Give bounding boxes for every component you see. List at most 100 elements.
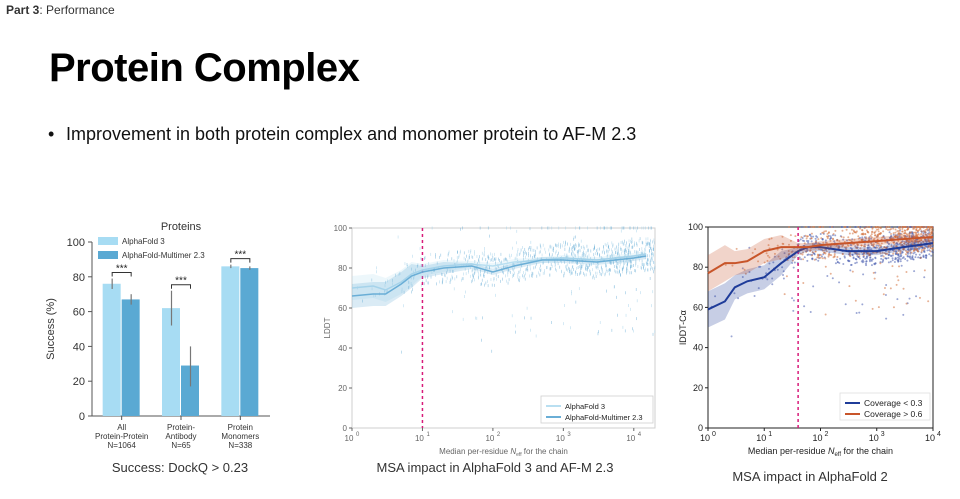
data-point — [902, 313, 905, 316]
data-point — [813, 243, 816, 246]
section-breadcrumb: Part 3: Performance — [6, 3, 115, 17]
data-point — [791, 261, 794, 264]
data-point — [829, 239, 832, 242]
data-point — [894, 228, 897, 231]
data-point — [915, 253, 918, 256]
data-point — [876, 242, 879, 245]
data-point — [804, 226, 807, 228]
data-point — [873, 231, 876, 234]
data-point — [860, 239, 863, 242]
data-point — [870, 243, 873, 246]
data-point — [782, 277, 785, 280]
data-point — [913, 226, 916, 228]
data-point — [829, 272, 832, 275]
data-point — [863, 243, 866, 246]
data-point — [771, 277, 774, 280]
data-point — [810, 235, 813, 238]
data-point — [781, 248, 784, 251]
data-point — [909, 247, 912, 250]
x-tick-label: Protein-Protein — [95, 432, 148, 441]
data-point — [802, 258, 805, 261]
significance-label: *** — [175, 276, 187, 287]
data-point — [843, 246, 846, 249]
data-point — [887, 250, 890, 253]
data-point — [814, 250, 817, 253]
x-tick-exponent: 1 — [426, 432, 430, 438]
data-point — [851, 270, 854, 273]
data-point — [866, 231, 869, 234]
data-point — [879, 232, 882, 235]
data-point — [794, 235, 797, 238]
data-point — [897, 232, 900, 235]
data-point — [848, 253, 851, 256]
data-point — [859, 226, 862, 228]
data-point — [821, 257, 824, 260]
data-point — [903, 229, 906, 232]
data-point — [859, 227, 862, 230]
data-point — [845, 246, 848, 249]
y-tick-label: 0 — [698, 423, 703, 433]
data-point — [793, 256, 796, 259]
data-point — [874, 262, 877, 265]
data-point — [885, 257, 888, 260]
data-point — [841, 252, 844, 255]
data-point — [851, 253, 854, 256]
data-point — [851, 238, 854, 241]
data-point — [918, 226, 921, 228]
data-point — [854, 257, 857, 260]
data-point — [849, 243, 852, 246]
data-point — [868, 246, 871, 249]
data-point — [863, 245, 866, 248]
data-point — [826, 274, 829, 277]
data-point — [872, 243, 875, 246]
data-point — [753, 295, 756, 298]
data-point — [872, 245, 875, 248]
data-point — [869, 256, 872, 259]
data-point — [887, 256, 890, 259]
data-point — [911, 255, 914, 258]
data-point — [871, 231, 874, 234]
data-point — [894, 242, 897, 245]
data-point — [874, 246, 877, 249]
data-point — [885, 227, 888, 230]
data-point — [867, 237, 870, 240]
data-point — [817, 259, 820, 262]
x-tick-label: 10 — [756, 433, 766, 443]
data-point — [920, 230, 923, 233]
data-point — [870, 233, 873, 236]
part-title: : Performance — [39, 3, 115, 17]
x-tick-exponent: 3 — [567, 432, 571, 438]
data-point — [877, 230, 880, 233]
data-point — [837, 244, 840, 247]
data-point — [889, 232, 892, 235]
data-point — [844, 303, 847, 306]
data-point — [927, 239, 930, 242]
data-point — [862, 233, 865, 236]
data-point — [929, 244, 932, 247]
data-point — [917, 226, 920, 228]
data-point — [931, 251, 934, 254]
data-point — [912, 231, 915, 234]
data-point — [921, 247, 924, 250]
data-point — [822, 231, 825, 234]
data-point — [776, 244, 779, 247]
data-point — [858, 257, 861, 260]
y-tick-label: 60 — [693, 302, 703, 312]
data-point — [883, 252, 886, 255]
x-tick-exponent: 0 — [712, 431, 716, 438]
data-point — [910, 234, 913, 237]
data-point — [781, 266, 784, 269]
y-axis-label: LDDT — [323, 317, 332, 338]
data-point — [833, 255, 836, 258]
data-point — [874, 226, 877, 228]
data-point — [805, 237, 808, 240]
data-point — [856, 253, 859, 256]
data-point — [894, 235, 897, 238]
data-point — [875, 246, 878, 249]
data-point — [822, 226, 825, 228]
data-point — [849, 226, 852, 228]
data-point — [850, 240, 853, 243]
data-point — [882, 293, 885, 296]
data-point — [777, 255, 780, 258]
data-point — [892, 233, 895, 236]
